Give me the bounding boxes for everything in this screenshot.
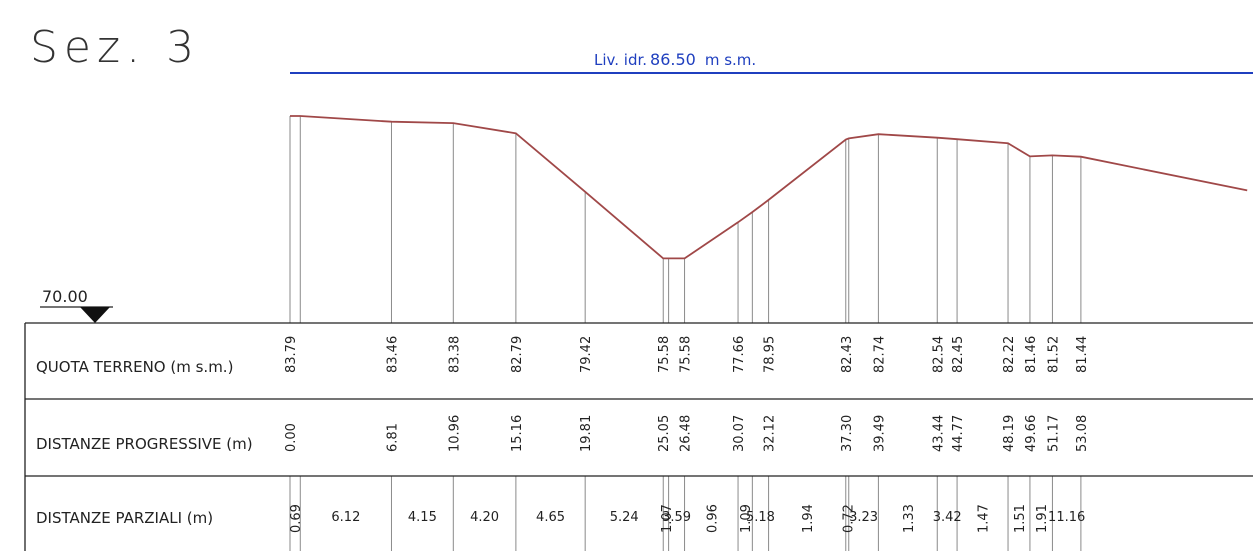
elevation-value: 75.58 bbox=[679, 336, 694, 373]
elevation-value: 82.45 bbox=[951, 336, 966, 373]
elevation-value: 82.54 bbox=[931, 336, 946, 373]
progressive-value: 49.66 bbox=[1024, 415, 1039, 452]
row-label-progressive: DISTANZE PROGRESSIVE (m) bbox=[36, 435, 253, 453]
partial-value: 0.72 bbox=[841, 504, 856, 533]
water-level-value: 86.50 bbox=[650, 50, 696, 69]
partial-value: 1.91 bbox=[1035, 504, 1050, 533]
elevation-value: 82.43 bbox=[840, 336, 855, 373]
progressive-value: 39.49 bbox=[872, 415, 887, 452]
elevation-value: 79.42 bbox=[579, 336, 594, 373]
progressive-value: 10.96 bbox=[447, 415, 462, 452]
partial-value: 0.69 bbox=[289, 504, 304, 533]
partial-value: 1.47 bbox=[977, 504, 992, 533]
progressive-value: 44.77 bbox=[951, 415, 966, 452]
partial-value: 4.15 bbox=[408, 510, 437, 525]
progressive-value: 15.16 bbox=[510, 415, 525, 452]
partial-values: 0.69 6.12 4.15 4.20 4.65 5.24 1.073.59 0.96 1.09… bbox=[289, 504, 1085, 533]
water-level-label: Liv. idr. bbox=[594, 51, 647, 69]
partial-value: 1.09 bbox=[739, 504, 754, 533]
section-title: Sez. 3 bbox=[30, 22, 200, 73]
partial-value: 5.18 bbox=[746, 510, 775, 525]
elevation-value: 75.58 bbox=[657, 336, 672, 373]
elevation-value: 82.22 bbox=[1002, 336, 1017, 373]
progressive-value: 25.05 bbox=[657, 415, 672, 452]
elevation-value: 78.95 bbox=[763, 336, 778, 373]
progressive-value: 53.08 bbox=[1075, 415, 1090, 452]
partial-value: 1.51 bbox=[1013, 504, 1028, 533]
progressive-value: 0.00 bbox=[284, 423, 299, 452]
row-label-elevation: QUOTA TERRENO (m s.m.) bbox=[36, 358, 233, 376]
partial-value: 4.20 bbox=[470, 510, 499, 525]
water-level-unit: m s.m. bbox=[705, 51, 756, 69]
partial-value: 3.59 bbox=[662, 510, 691, 525]
elevation-values: 83.79 83.46 83.38 82.79 79.42 75.58 75.58 77.66… bbox=[284, 336, 1090, 373]
partial-value: 1.33 bbox=[902, 504, 917, 533]
partial-value: 4.65 bbox=[536, 510, 565, 525]
progressive-value: 32.12 bbox=[763, 415, 778, 452]
elevation-value: 82.79 bbox=[510, 336, 525, 373]
datum-label: 70.00 bbox=[42, 287, 88, 306]
elevation-value: 77.66 bbox=[732, 336, 747, 373]
guide-lines bbox=[289, 116, 1082, 551]
elevation-value: 82.74 bbox=[872, 336, 887, 373]
progressive-value: 6.81 bbox=[385, 423, 400, 452]
progressive-value: 48.19 bbox=[1002, 415, 1017, 452]
elevation-value: 81.46 bbox=[1024, 336, 1039, 373]
partial-value: 6.12 bbox=[331, 510, 360, 525]
partial-value: 1.07 bbox=[660, 504, 675, 533]
row-label-partial: DISTANZE PARZIALI (m) bbox=[36, 509, 213, 527]
progressive-value: 26.48 bbox=[679, 415, 694, 452]
water-level-text: Liv. idr. 86.50 m s.m. bbox=[594, 50, 756, 69]
progressive-value: 37.30 bbox=[840, 415, 855, 452]
progressive-value: 19.81 bbox=[579, 415, 594, 452]
elevation-value: 83.38 bbox=[447, 336, 462, 373]
progressive-value: 30.07 bbox=[732, 415, 747, 452]
partial-value: 11.16 bbox=[1048, 510, 1085, 525]
progressive-values: 0.00 6.81 10.96 15.16 19.81 25.05 26.48 30.07 32… bbox=[284, 415, 1090, 452]
data-table bbox=[24, 322, 1253, 551]
partial-value: 3.23 bbox=[849, 510, 878, 525]
progressive-value: 51.17 bbox=[1046, 415, 1061, 452]
partial-value: 1.94 bbox=[801, 504, 816, 533]
partial-value: 5.24 bbox=[610, 510, 639, 525]
partial-value: 0.96 bbox=[705, 504, 720, 533]
elevation-value: 83.79 bbox=[284, 336, 299, 373]
elevation-value: 83.46 bbox=[385, 336, 400, 373]
progressive-value: 43.44 bbox=[931, 415, 946, 452]
terrain-profile-line bbox=[290, 115, 1248, 260]
partial-value: 3.42 bbox=[933, 510, 962, 525]
datum-triangle-icon bbox=[80, 307, 110, 323]
elevation-value: 81.44 bbox=[1075, 336, 1090, 373]
elevation-value: 81.52 bbox=[1046, 336, 1061, 373]
